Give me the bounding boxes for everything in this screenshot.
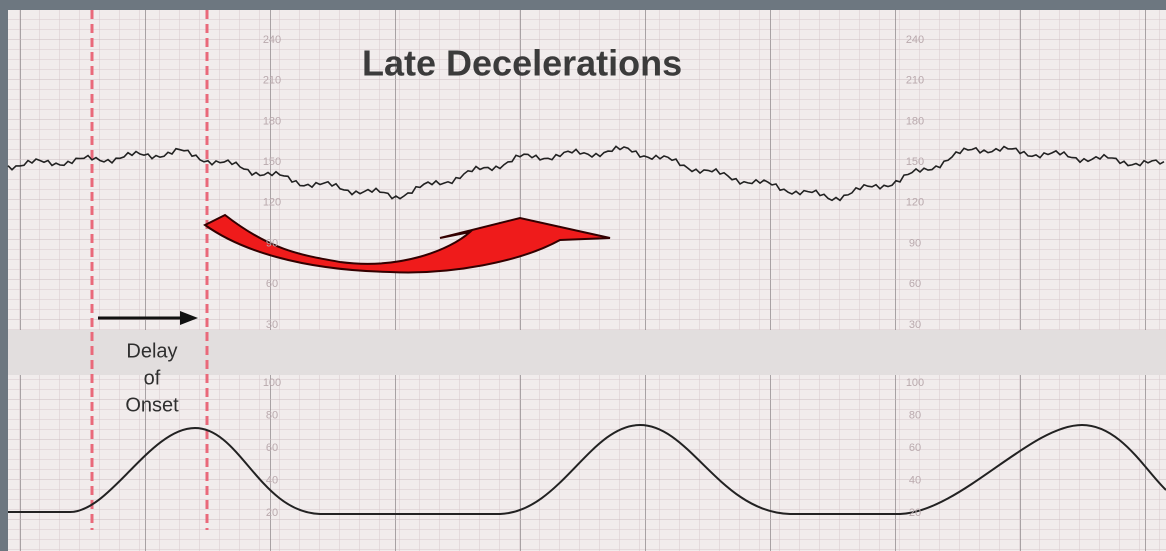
tick-label: 60 [266,442,278,454]
tick-label: 240 [263,34,281,46]
annotation-line: Onset [125,394,179,416]
tick-label: 180 [906,115,924,127]
tick-label: 40 [909,474,921,486]
tick-label: 60 [909,278,921,290]
tick-label: 100 [906,377,924,389]
tick-label: 180 [263,115,281,127]
tick-label: 60 [266,278,278,290]
tick-label: 30 [266,319,278,331]
tick-label: 120 [906,197,924,209]
annotation-line: of [144,367,161,389]
tick-label: 90 [266,237,278,249]
tick-label: 80 [266,409,278,421]
strip-gap [8,330,1166,375]
tick-label: 90 [909,237,921,249]
tick-label: 60 [909,442,921,454]
tick-label: 150 [263,156,281,168]
tick-label: 20 [909,507,921,519]
tick-label: 120 [263,197,281,209]
page: Late Decelerations 240 240 210 210 180 180 150… [0,0,1166,551]
tick-label: 240 [906,34,924,46]
tick-label: 40 [266,474,278,486]
tick-label: 30 [909,319,921,331]
tick-label: 210 [906,75,924,87]
annotation-line: Delay [126,340,177,362]
title: Late Decelerations [362,43,682,84]
tick-label: 150 [906,156,924,168]
tick-label: 100 [263,377,281,389]
tick-label: 20 [266,507,278,519]
tick-label: 210 [263,75,281,87]
tick-label: 80 [909,409,921,421]
toco-grid-major [8,375,1166,551]
strip-photo: Late Decelerations 240 240 210 210 180 180 150… [0,0,1166,551]
